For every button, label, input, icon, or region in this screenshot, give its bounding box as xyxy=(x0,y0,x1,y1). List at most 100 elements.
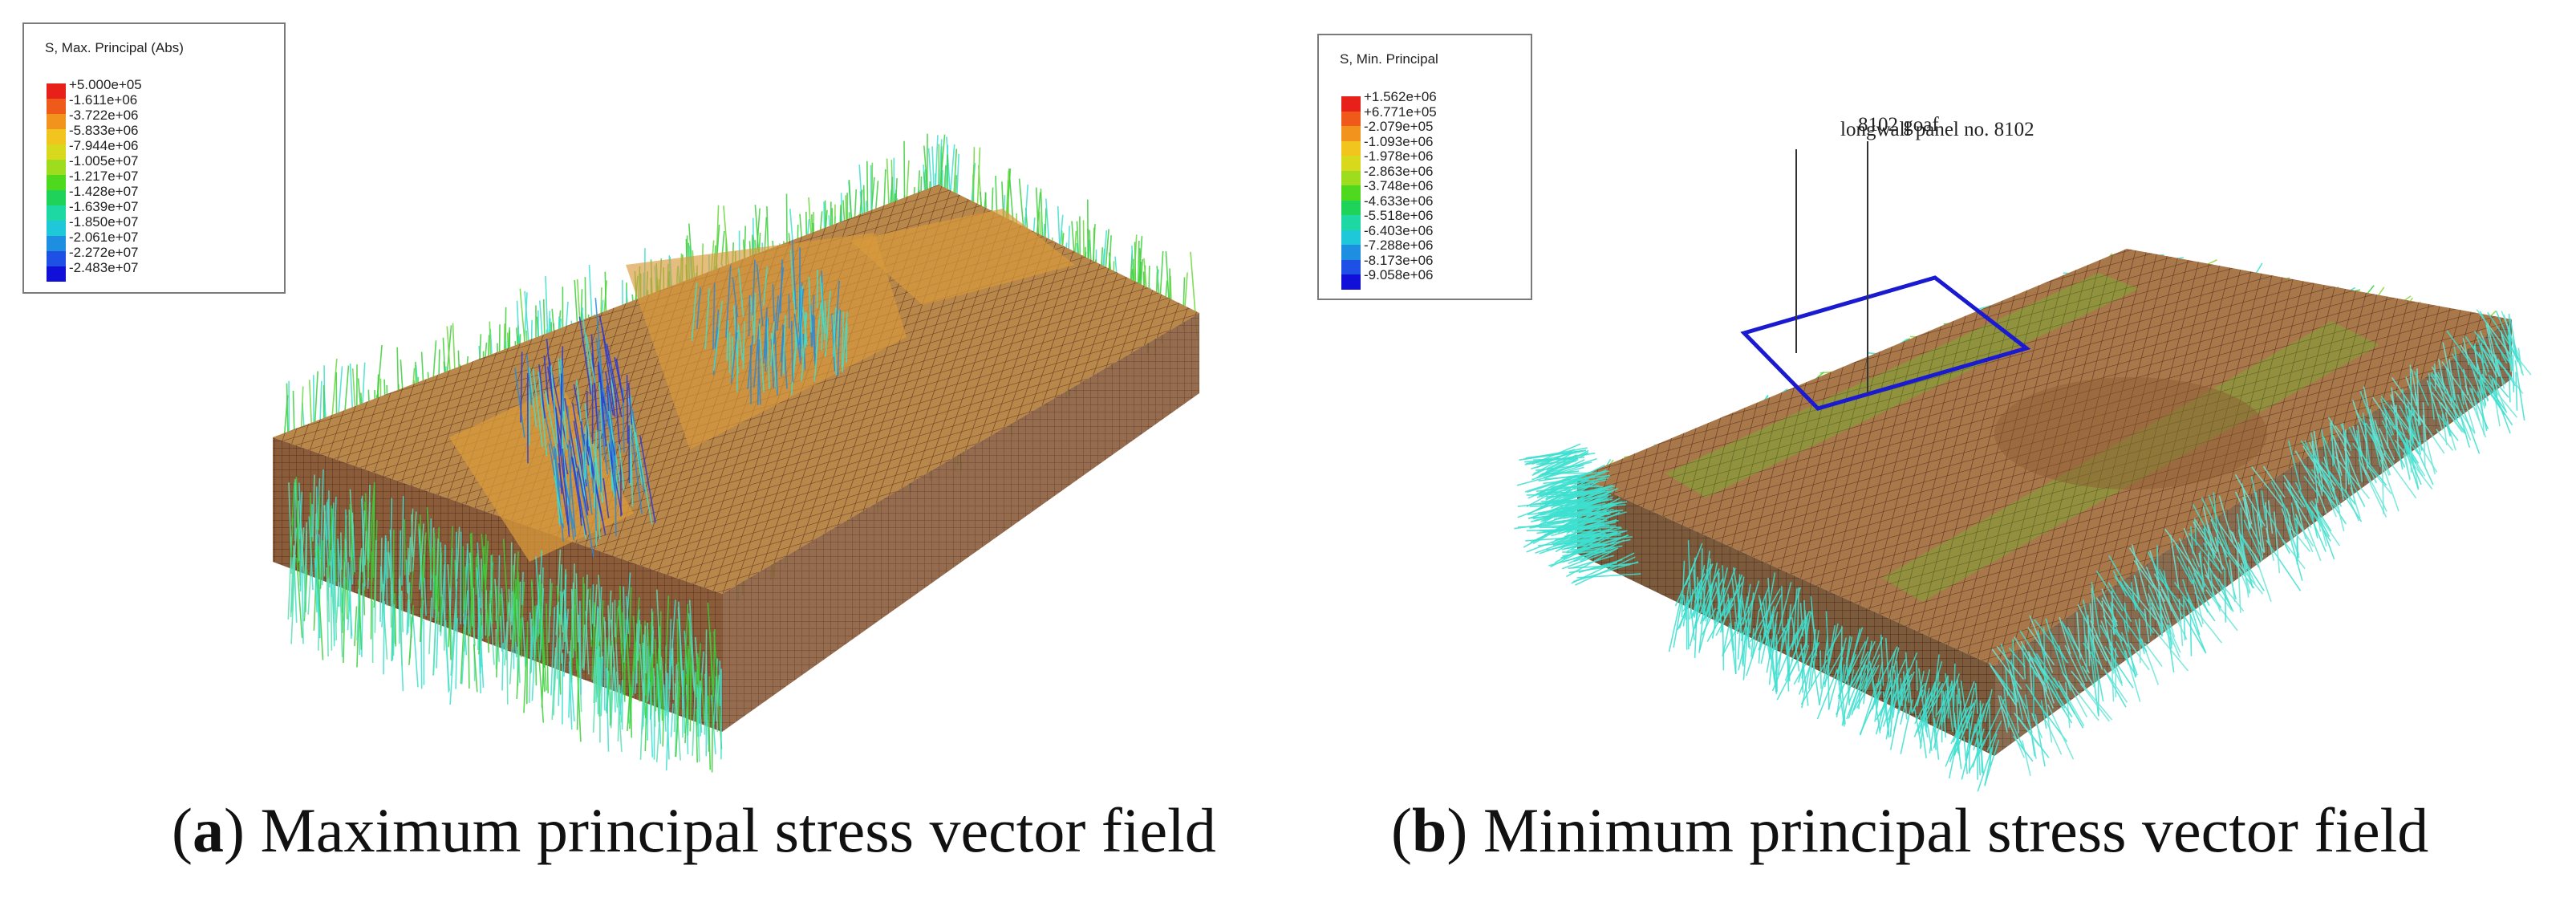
stress-vector xyxy=(618,444,625,491)
stress-vector xyxy=(2202,528,2216,559)
stress-vector xyxy=(1566,532,1606,536)
stress-vector xyxy=(653,668,656,727)
stress-vector xyxy=(1965,699,1977,762)
stress-vector xyxy=(315,546,321,639)
stress-vector xyxy=(591,584,594,624)
stress-vector xyxy=(1528,510,1592,519)
stress-vector xyxy=(1777,627,1785,676)
stress-vector xyxy=(774,332,778,396)
stress-vector xyxy=(2340,423,2352,451)
stress-vector xyxy=(1746,620,1765,676)
stress-vector xyxy=(448,609,452,660)
stress-vector xyxy=(2218,522,2241,554)
stress-vector xyxy=(383,534,387,591)
stress-vector xyxy=(1889,670,1893,703)
stress-vector xyxy=(2408,405,2414,444)
stress-vector xyxy=(2042,681,2053,743)
stress-vector xyxy=(1706,597,1733,642)
stress-vector xyxy=(2207,524,2218,552)
stress-vector xyxy=(477,542,482,608)
stress-vector xyxy=(2448,359,2456,398)
stress-vector xyxy=(1776,653,1802,701)
stress-vector xyxy=(811,295,815,347)
stress-vector xyxy=(2133,575,2140,599)
stress-vector xyxy=(606,441,615,497)
stress-vector xyxy=(2446,421,2456,451)
legend-value: -2.863e+06 xyxy=(1364,163,1434,179)
legend-swatch xyxy=(47,144,66,160)
stress-vector xyxy=(1732,567,1740,602)
stress-vector xyxy=(737,267,744,318)
stress-vector xyxy=(1864,666,1876,689)
stress-vector xyxy=(581,307,594,400)
stress-vector xyxy=(1991,648,2022,690)
stress-vector xyxy=(2488,374,2511,434)
stress-vector xyxy=(2429,381,2467,435)
stress-vector xyxy=(319,380,323,426)
stress-vector xyxy=(2263,505,2290,555)
stress-vector xyxy=(1750,628,1755,657)
stress-vector xyxy=(1759,586,1770,611)
stress-vector xyxy=(2089,603,2095,654)
stress-vector xyxy=(716,674,720,721)
stress-vector xyxy=(2251,504,2262,562)
stress-vector xyxy=(541,609,547,691)
stress-vector xyxy=(1998,695,2008,733)
stress-vector xyxy=(696,684,699,737)
stress-vector xyxy=(2473,331,2513,380)
stress-vector xyxy=(1575,556,1636,586)
legend-swatch xyxy=(1341,170,1361,185)
stress-vector xyxy=(2065,681,2071,729)
stress-vector xyxy=(2019,630,2043,665)
stress-vector xyxy=(2283,481,2312,529)
legend-swatch xyxy=(1341,140,1361,156)
stress-vector xyxy=(804,312,807,348)
stress-vector xyxy=(420,599,424,642)
stress-vector xyxy=(1812,660,1820,706)
stress-vector xyxy=(408,537,412,575)
legend-value: -6.403e+06 xyxy=(1364,222,1434,238)
legend-title: S, Min. Principal xyxy=(1340,51,1438,67)
stress-vector xyxy=(1984,746,1994,786)
stress-vector xyxy=(2470,344,2489,368)
stress-vector xyxy=(1945,672,1953,733)
stress-vector xyxy=(1956,694,1960,755)
stress-vector xyxy=(334,552,338,640)
stress-vector xyxy=(2095,597,2116,628)
stress-vector xyxy=(2394,390,2421,425)
stress-vector xyxy=(1536,460,1576,465)
stress-vector xyxy=(364,502,369,579)
stress-vector xyxy=(773,295,779,345)
stress-vector xyxy=(356,559,362,641)
stress-vector xyxy=(598,575,602,659)
stress-vector xyxy=(2487,311,2521,360)
stress-vector xyxy=(1571,530,1625,533)
stress-vector xyxy=(1739,599,1754,628)
stress-vector xyxy=(1766,611,1779,673)
stress-vector xyxy=(564,397,578,468)
legend-swatch xyxy=(1341,215,1361,230)
stress-vector xyxy=(1905,652,1910,703)
stress-vector xyxy=(2344,429,2347,490)
stress-vector xyxy=(1999,695,2026,754)
stress-vector xyxy=(319,540,323,589)
legend-color-bar xyxy=(47,83,66,282)
stress-vector xyxy=(1853,654,1880,711)
stress-vector xyxy=(1729,623,1737,675)
stress-vector xyxy=(793,313,801,364)
stress-vector xyxy=(1572,555,1614,569)
stress-vector xyxy=(1800,659,1828,705)
legend-value: -2.079e+05 xyxy=(1364,119,1434,134)
stress-vector xyxy=(764,311,768,358)
stress-vector xyxy=(1948,718,1962,779)
stress-vector xyxy=(554,448,564,542)
stress-vector xyxy=(614,357,625,403)
stress-vector xyxy=(1531,452,1589,469)
stress-vector xyxy=(995,175,998,214)
stress-vector xyxy=(2124,650,2141,702)
stress-vector xyxy=(2119,580,2154,634)
max-principal-model-view xyxy=(273,133,1199,773)
stress-vector xyxy=(1751,610,1760,659)
stress-vector xyxy=(1545,457,1578,473)
legend-swatch xyxy=(1341,274,1361,290)
